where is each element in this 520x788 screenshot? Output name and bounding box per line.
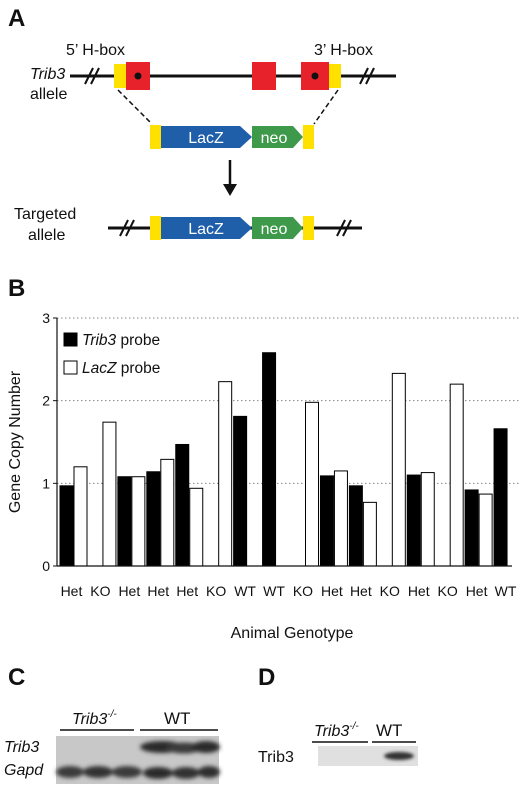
x-tick-label: Het [350, 583, 372, 599]
blot-c-row2-label: Gapd [4, 762, 44, 779]
x-tick-label: KO [438, 583, 458, 599]
bar-lacz-probe [102, 421, 117, 567]
y-tick-label: 2 [42, 393, 50, 409]
x-tick-label: Het [118, 583, 140, 599]
bar-lacz-probe [362, 501, 377, 567]
targeted-lacz-arrow [161, 217, 252, 239]
flank-box-5 [114, 64, 126, 88]
blot-c-wt-label: WT [164, 709, 190, 728]
bar-trib3-probe [493, 428, 508, 567]
bar-lacz-probe [420, 472, 435, 567]
x-tick-label: KO [90, 583, 110, 599]
lacz-arrow [161, 126, 252, 148]
bar-trib3-probe [348, 485, 363, 567]
bar-lacz-probe [391, 372, 406, 567]
neo-label: neo [261, 130, 288, 147]
exon-dot-3 [311, 72, 319, 80]
y-axis-title: Gene Copy Number [7, 370, 24, 513]
y-tick-label: 0 [42, 558, 50, 574]
bar-lacz-probe [73, 466, 88, 567]
bar-trib3-probe [146, 471, 161, 567]
chart-bars [59, 352, 508, 567]
bar-lacz-probe [478, 493, 493, 567]
x-tick-label: KO [293, 583, 313, 599]
x-tick-label: KO [380, 583, 400, 599]
blot-d-row-label: Trib3 [258, 749, 294, 766]
arrow-down-icon [223, 184, 237, 196]
y-tick-label: 1 [42, 475, 50, 491]
bar-trib3-probe [406, 474, 421, 567]
bar-trib3-probe [117, 476, 132, 567]
x-tick-label: Het [466, 583, 488, 599]
targeted-label-line1: Targeted [14, 206, 76, 223]
x-tick-label: Het [147, 583, 169, 599]
bar-trib3-probe [59, 485, 74, 567]
blot-c-image [56, 736, 220, 784]
bar-lacz-probe [131, 476, 146, 567]
targeted-neo-arrow [252, 217, 303, 239]
break-mark-targeted-left [119, 219, 135, 237]
exon-dot-1 [134, 72, 142, 80]
x-tick-label: WT [495, 583, 517, 599]
legend-swatch-lacz [63, 360, 78, 375]
recombination-line-left [117, 89, 153, 125]
break-mark-targeted-right [336, 219, 352, 237]
blot-d-ko-label: Trib3-/- [314, 721, 359, 740]
bar-lacz-probe [333, 470, 348, 567]
panel-c-label: C [8, 664, 25, 691]
targeted-neo-label: neo [261, 221, 288, 238]
bar-trib3-probe [175, 443, 190, 567]
lacz-label: LacZ [188, 130, 224, 147]
x-tick-label: KO [206, 583, 226, 599]
bar-lacz-probe [218, 381, 233, 567]
x-tick-label: Het [61, 583, 83, 599]
x-tick-labels: Het KO Het Het Het KO WT WT KO Het Het KO Het KO Het WT [61, 583, 517, 599]
cassette-flank-right [303, 125, 314, 149]
targeted-lacz-label: LacZ [188, 221, 224, 238]
legend-entry-lacz: LacZ probe [82, 360, 160, 377]
panel-b-label: B [8, 275, 25, 302]
y-tick-labels: 0 1 2 3 [42, 310, 57, 574]
x-tick-label: Het [176, 583, 198, 599]
x-axis-title: Animal Genotype [231, 625, 354, 642]
gene-name-label: Trib3 [30, 66, 65, 83]
bar-lacz-probe [449, 383, 464, 567]
legend-swatch-trib3 [63, 332, 78, 347]
targeted-flank-left [150, 216, 161, 240]
x-tick-label: Het [408, 583, 430, 599]
exon-box-2 [252, 62, 276, 90]
chart-legend: Trib3 probe LacZ probe [63, 332, 160, 377]
panel-d-label: D [258, 664, 275, 691]
neo-arrow [252, 126, 303, 148]
blot-c-ko-label: Trib3-/- [72, 709, 117, 728]
y-tick-label: 3 [42, 310, 50, 326]
blot-d-wt-label: WT [376, 721, 402, 740]
panel-a-label: A [8, 5, 25, 32]
flank-box-3 [329, 64, 341, 88]
blot-d-image [318, 746, 418, 766]
blot-c-row1-label: Trib3 [4, 739, 39, 756]
bar-chart: 0 1 2 3 Het KO Het Het Het KO WT WT KO Het Het KO Het KO… [42, 310, 520, 599]
cassette-flank-left [150, 125, 161, 149]
bar-lacz-probe [189, 487, 204, 567]
recombination-line-right [313, 89, 339, 125]
bar-trib3-probe [262, 352, 277, 567]
targeted-label-line2: allele [28, 227, 65, 244]
legend-entry-trib3: Trib3 probe [82, 332, 160, 349]
targeted-flank-right [303, 216, 314, 240]
break-mark-left [84, 67, 100, 85]
bar-trib3-probe [319, 475, 334, 567]
break-mark-right [359, 67, 375, 85]
bar-lacz-probe [305, 401, 319, 567]
x-tick-label: Het [321, 583, 343, 599]
h-box-3-label: 3’ H-box [314, 42, 373, 59]
x-tick-label: WT [263, 583, 285, 599]
x-tick-label: WT [234, 583, 256, 599]
allele-label: allele [30, 86, 67, 103]
bar-trib3-probe [464, 489, 479, 567]
bar-lacz-probe [160, 458, 175, 567]
h-box-5-label: 5’ H-box [66, 42, 125, 59]
bar-trib3-probe [233, 415, 248, 567]
